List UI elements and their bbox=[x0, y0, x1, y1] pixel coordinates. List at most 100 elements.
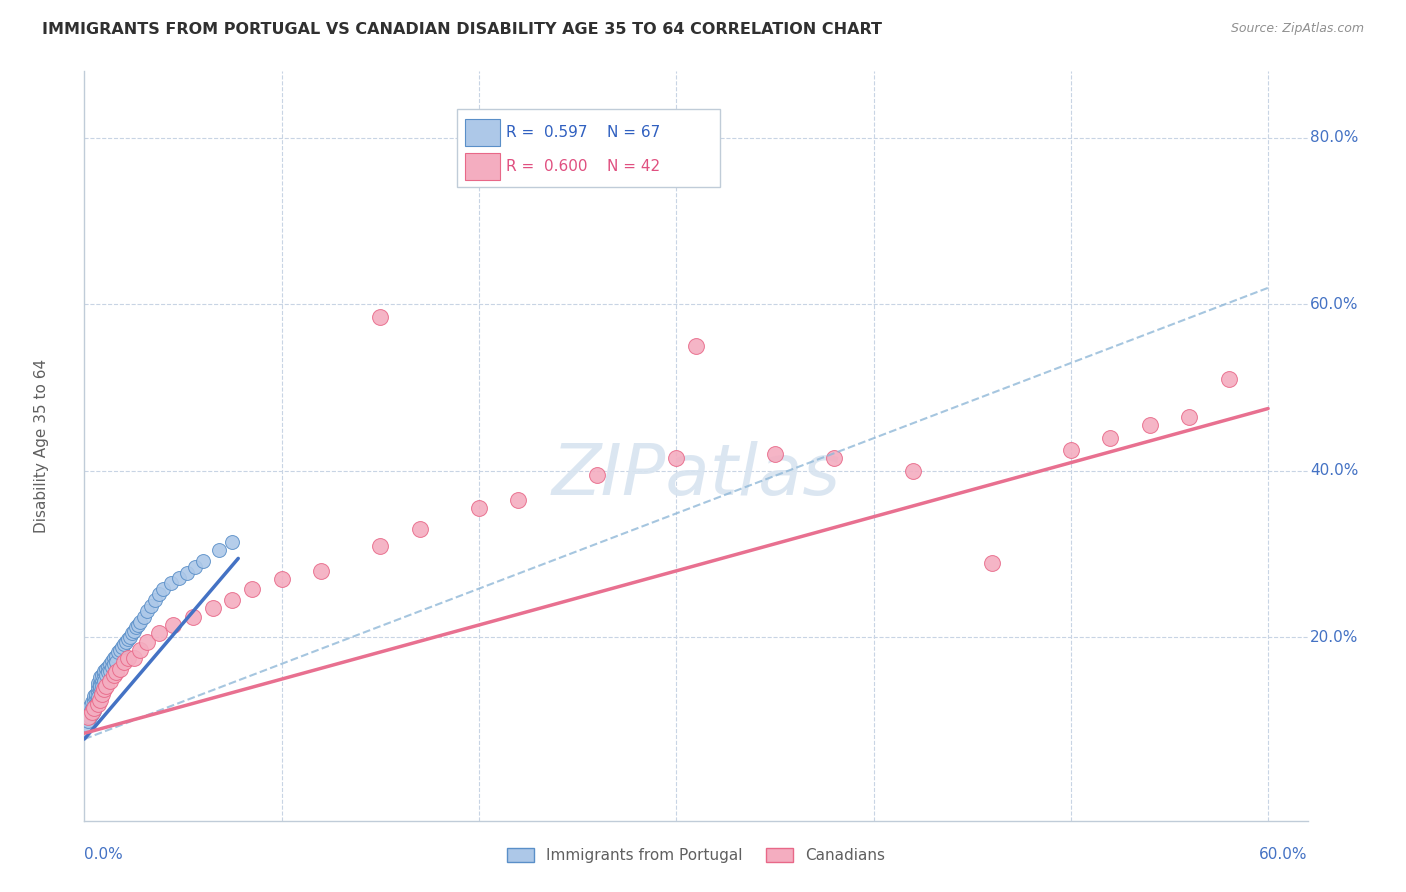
Point bbox=[108, 662, 131, 676]
Point bbox=[1218, 372, 1240, 386]
Point bbox=[89, 682, 111, 697]
Point bbox=[1060, 443, 1083, 458]
Point bbox=[240, 582, 263, 597]
Point bbox=[79, 709, 101, 723]
Point bbox=[176, 566, 198, 580]
Point bbox=[101, 654, 124, 668]
Point bbox=[136, 634, 159, 648]
Point bbox=[586, 468, 609, 483]
Point bbox=[87, 676, 110, 690]
Point bbox=[1139, 418, 1161, 433]
Point bbox=[98, 657, 121, 672]
Point bbox=[89, 670, 111, 684]
Point bbox=[409, 522, 432, 536]
Point bbox=[207, 543, 229, 558]
Text: IMMIGRANTS FROM PORTUGAL VS CANADIAN DISABILITY AGE 35 TO 64 CORRELATION CHART: IMMIGRANTS FROM PORTUGAL VS CANADIAN DIS… bbox=[42, 22, 882, 37]
Point bbox=[127, 618, 149, 632]
Point bbox=[77, 714, 100, 728]
Point bbox=[128, 643, 150, 657]
Point bbox=[368, 539, 391, 553]
Point bbox=[97, 665, 120, 680]
Text: R =  0.600    N = 42: R = 0.600 N = 42 bbox=[506, 159, 661, 174]
Point bbox=[103, 657, 125, 672]
Point bbox=[763, 447, 786, 461]
Point bbox=[84, 687, 107, 701]
Text: 80.0%: 80.0% bbox=[1310, 130, 1358, 145]
Point bbox=[221, 593, 243, 607]
Point bbox=[122, 624, 145, 638]
Point bbox=[103, 651, 125, 665]
Point bbox=[221, 534, 243, 549]
Point bbox=[107, 645, 129, 659]
Point bbox=[118, 631, 141, 645]
Point bbox=[94, 668, 117, 682]
Point bbox=[87, 690, 110, 705]
Point bbox=[83, 693, 105, 707]
Point bbox=[823, 451, 845, 466]
Point bbox=[93, 682, 115, 697]
Point bbox=[148, 587, 170, 601]
Text: Source: ZipAtlas.com: Source: ZipAtlas.com bbox=[1230, 22, 1364, 36]
Text: 0.0%: 0.0% bbox=[84, 847, 124, 862]
Point bbox=[77, 709, 100, 723]
Point bbox=[83, 701, 105, 715]
Point bbox=[122, 651, 145, 665]
Point bbox=[87, 684, 110, 698]
Point bbox=[104, 648, 127, 663]
Point bbox=[184, 559, 207, 574]
Point bbox=[91, 687, 114, 701]
Point bbox=[101, 659, 124, 673]
Point bbox=[167, 570, 190, 584]
Point bbox=[132, 609, 155, 624]
Point bbox=[201, 601, 224, 615]
Point bbox=[79, 698, 101, 713]
Point bbox=[103, 668, 125, 682]
Point bbox=[82, 701, 104, 715]
Point bbox=[91, 673, 114, 688]
Point bbox=[93, 673, 115, 688]
Point bbox=[136, 604, 159, 618]
Point bbox=[98, 664, 121, 678]
Point bbox=[82, 706, 104, 720]
Point bbox=[980, 556, 1002, 570]
Point bbox=[93, 664, 115, 678]
Point bbox=[128, 615, 150, 630]
Point bbox=[112, 637, 135, 651]
Point bbox=[468, 501, 491, 516]
Point bbox=[89, 679, 111, 693]
Point bbox=[94, 662, 117, 676]
Point bbox=[89, 693, 111, 707]
Point bbox=[98, 673, 121, 688]
Point bbox=[77, 706, 100, 720]
Text: R =  0.597    N = 67: R = 0.597 N = 67 bbox=[506, 125, 661, 139]
Point bbox=[368, 310, 391, 324]
Point bbox=[108, 643, 131, 657]
Point bbox=[89, 676, 111, 690]
Point bbox=[162, 618, 184, 632]
Point bbox=[508, 493, 530, 508]
Point bbox=[191, 554, 214, 568]
Point bbox=[91, 668, 114, 682]
Point bbox=[181, 609, 204, 624]
Text: ZIPatlas: ZIPatlas bbox=[551, 442, 841, 510]
Point bbox=[83, 704, 105, 718]
Point bbox=[1178, 409, 1201, 424]
Text: 60.0%: 60.0% bbox=[1310, 297, 1358, 312]
Point bbox=[111, 640, 134, 655]
Point bbox=[665, 451, 688, 466]
Legend: Immigrants from Portugal, Canadians: Immigrants from Portugal, Canadians bbox=[501, 842, 891, 869]
Point bbox=[141, 599, 163, 613]
Point bbox=[160, 576, 183, 591]
Point bbox=[94, 679, 117, 693]
Point bbox=[270, 572, 292, 586]
Point bbox=[93, 668, 115, 682]
Text: 60.0%: 60.0% bbox=[1260, 847, 1308, 862]
Text: 40.0%: 40.0% bbox=[1310, 464, 1358, 478]
Point bbox=[117, 632, 139, 647]
Point bbox=[82, 695, 104, 709]
Point bbox=[309, 564, 332, 578]
Point bbox=[79, 704, 101, 718]
Point bbox=[91, 679, 114, 693]
Point bbox=[121, 626, 143, 640]
FancyBboxPatch shape bbox=[465, 153, 501, 180]
